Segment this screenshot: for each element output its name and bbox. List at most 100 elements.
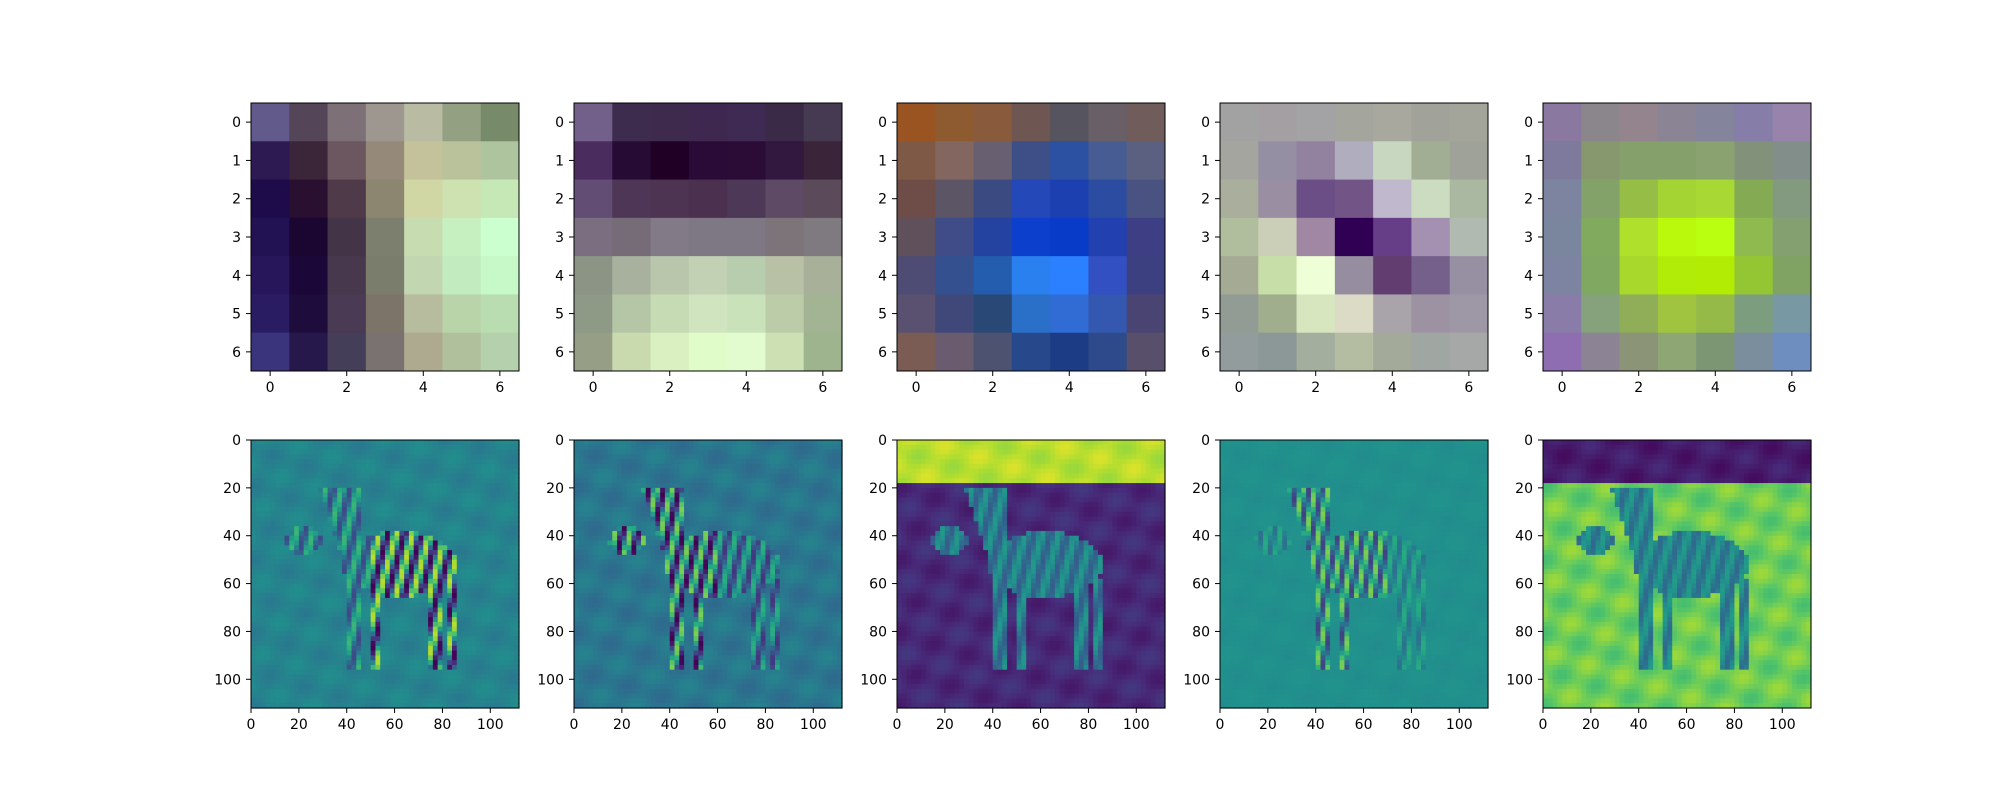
feature-map-pixel [341, 674, 348, 680]
feature-map-pixel [318, 473, 324, 479]
heatmap-cell [1619, 256, 1659, 295]
feature-map-pixel [755, 440, 762, 446]
feature-map-pixel [674, 483, 680, 489]
feature-map-pixel [375, 693, 381, 700]
feature-map-pixel [813, 521, 819, 527]
feature-map-pixel [322, 617, 329, 623]
feature-map-pixel [485, 583, 491, 589]
feature-map-pixel [303, 463, 310, 470]
feature-map-pixel [612, 497, 618, 503]
feature-map-pixel [260, 492, 266, 499]
feature-map-pixel [322, 550, 329, 556]
feature-map-pixel [351, 574, 357, 580]
feature-map-pixel [466, 602, 472, 609]
feature-map-pixel [456, 564, 463, 570]
feature-map-pixel [423, 530, 429, 537]
feature-map-pixel [808, 530, 814, 537]
feature-map-pixel [770, 440, 776, 446]
feature-map-pixel [380, 440, 386, 446]
feature-map-pixel [641, 554, 647, 561]
feature-map-pixel [727, 487, 733, 494]
feature-map-pixel [447, 502, 453, 508]
feature-map-pixel [322, 492, 329, 499]
feature-map-pixel [318, 530, 324, 537]
feature-map-pixel [442, 530, 448, 537]
feature-map-pixel [794, 559, 800, 566]
feature-map-pixel [279, 698, 286, 704]
feature-map-pixel [798, 526, 805, 532]
feature-map-pixel [607, 454, 613, 460]
feature-map-pixel [755, 478, 762, 484]
feature-map-pixel [485, 631, 491, 637]
feature-map-pixel [456, 602, 463, 609]
feature-map-pixel [380, 631, 386, 637]
feature-map-pixel [612, 550, 618, 556]
feature-map-pixel [727, 449, 733, 455]
feature-map-pixel [351, 554, 357, 561]
feature-map-pixel [466, 703, 472, 709]
feature-map-pixel [499, 688, 506, 695]
feature-map-pixel [265, 602, 271, 609]
feature-map-pixel [255, 440, 262, 446]
feature-map-pixel [631, 492, 637, 499]
feature-map-pixel [284, 516, 290, 522]
feature-map-pixel [380, 660, 386, 666]
feature-map-pixel [251, 679, 257, 685]
feature-map-pixel [408, 578, 415, 585]
feature-map-pixel [437, 559, 444, 566]
feature-map-pixel [303, 660, 310, 666]
feature-map-pixel [471, 487, 477, 494]
feature-map-pixel [741, 550, 747, 556]
feature-map-pixel [641, 468, 647, 475]
feature-map-pixel [442, 664, 448, 671]
feature-map-pixel [375, 463, 381, 470]
feature-map-pixel [495, 521, 501, 527]
feature-map-pixel [260, 483, 266, 489]
feature-map-pixel [490, 574, 496, 580]
feature-map-pixel [736, 473, 743, 479]
feature-map-pixel [413, 502, 420, 508]
feature-map-pixel [727, 463, 733, 470]
feature-map-pixel [284, 703, 290, 709]
feature-map-pixel [837, 444, 843, 451]
heatmap-cell [1011, 217, 1051, 257]
feature-map-pixel [655, 492, 661, 499]
feature-map-pixel [308, 545, 314, 551]
feature-map-pixel [818, 497, 824, 503]
heatmap-cell [1373, 217, 1412, 257]
feature-map-pixel [274, 669, 281, 676]
feature-map-pixel [631, 497, 637, 503]
feature-map-pixel [294, 688, 300, 695]
feature-map-pixel [722, 507, 728, 513]
feature-map-pixel [452, 597, 458, 604]
feature-map-pixel [684, 516, 690, 522]
feature-map-pixel [789, 473, 795, 479]
feature-map-pixel [660, 478, 666, 484]
feature-map-pixel [289, 650, 295, 656]
feature-map-pixel [775, 463, 781, 470]
feature-map-pixel [485, 473, 491, 479]
feature-map-pixel [389, 459, 396, 465]
feature-map-pixel [260, 540, 266, 546]
feature-map-pixel [332, 583, 338, 589]
feature-map-pixel [284, 684, 290, 690]
feature-map-pixel [612, 554, 618, 561]
feature-map-pixel [413, 530, 420, 537]
feature-map-pixel [404, 602, 410, 609]
feature-map-pixel [602, 444, 609, 451]
feature-map-pixel [351, 564, 357, 570]
feature-map-pixel [461, 468, 467, 475]
feature-map-pixel [574, 526, 580, 532]
feature-map-pixel [456, 641, 463, 647]
feature-map-pixel [514, 626, 520, 633]
feature-map-pixel [413, 449, 420, 455]
feature-map-pixel [318, 693, 324, 700]
feature-map-pixel [631, 487, 637, 494]
feature-map-pixel [346, 636, 353, 642]
feature-map-pixel [447, 569, 453, 575]
feature-map-pixel [346, 679, 353, 685]
feature-map-pixel [509, 703, 515, 709]
feature-map-pixel [583, 526, 589, 532]
feature-map-pixel [674, 444, 680, 451]
